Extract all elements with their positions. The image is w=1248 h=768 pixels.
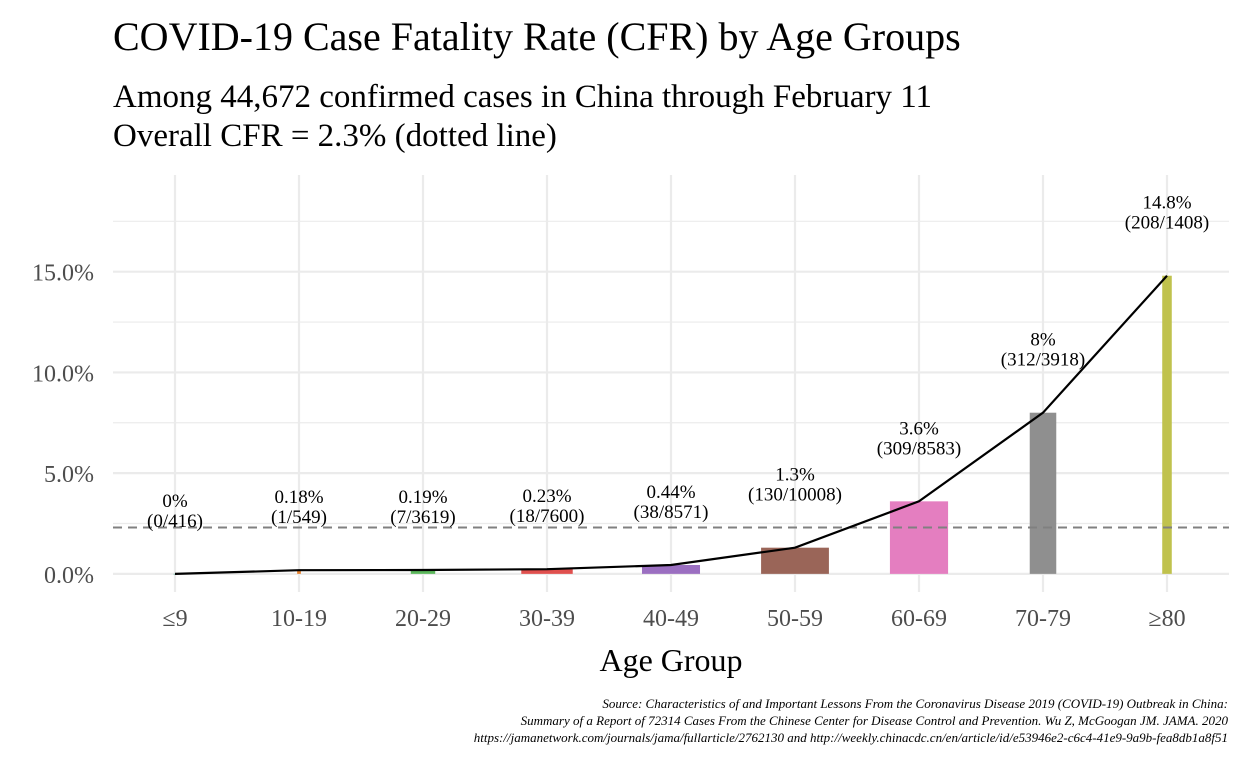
chart-subtitle-line-2: Overall CFR = 2.3% (dotted line) <box>113 118 557 154</box>
x-tick-label-3: 30-39 <box>519 606 575 632</box>
x-tick-label-4: 40-49 <box>643 606 699 632</box>
data-label-count-4: (38/8571) <box>634 502 709 523</box>
data-label-percent-5: 1.3% <box>775 465 815 486</box>
data-label-count-5: (130/10008) <box>748 485 842 506</box>
chart-subtitle-line-1: Among 44,672 confirmed cases in China th… <box>113 79 932 115</box>
y-tick-label-1: 5.0% <box>44 462 94 488</box>
bar-2 <box>410 570 436 574</box>
bar-1 <box>297 570 301 574</box>
data-label-percent-0: 0% <box>162 491 188 512</box>
data-labels: 0%(0/416)0.18%(1/549)0.19%(7/3619)0.23%(… <box>147 193 1209 532</box>
cfr-trend-polyline <box>174 274 1168 575</box>
bar-8 <box>1162 275 1172 574</box>
y-tick-label-3: 15.0% <box>32 261 94 287</box>
bars <box>173 275 1172 575</box>
x-axis-title: Age Group <box>599 642 742 678</box>
bar-3 <box>521 569 573 574</box>
source-caption-line-2: Summary of a Report of 72314 Cases From … <box>521 713 1229 728</box>
data-label-percent-3: 0.23% <box>522 486 571 507</box>
y-axis-tick-labels: 0.0% 5.0% 10.0% 15.0% <box>32 261 94 589</box>
data-label-percent-1: 0.18% <box>274 487 323 508</box>
x-tick-label-6: 60-69 <box>891 606 947 632</box>
y-tick-label-0: 0.0% <box>44 563 94 589</box>
data-label-percent-8: 14.8% <box>1142 193 1191 214</box>
data-label-count-1: (1/549) <box>271 507 327 528</box>
bar-5 <box>761 547 829 574</box>
data-label-count-8: (208/1408) <box>1125 213 1209 234</box>
data-label-count-3: (18/7600) <box>510 506 585 527</box>
x-tick-label-1: 10-19 <box>271 606 327 632</box>
data-label-count-6: (309/8583) <box>877 438 961 459</box>
x-tick-label-8: ≥80 <box>1148 606 1185 632</box>
data-label-percent-6: 3.6% <box>899 418 939 439</box>
y-tick-label-2: 10.0% <box>32 361 94 387</box>
bar-4 <box>641 565 701 574</box>
x-tick-label-0: ≤9 <box>162 606 187 632</box>
x-tick-label-7: 70-79 <box>1015 606 1071 632</box>
grid-lines <box>113 175 1229 592</box>
x-tick-label-5: 50-59 <box>767 606 823 632</box>
data-label-count-7: (312/3918) <box>1001 350 1085 371</box>
chart-title: COVID-19 Case Fatality Rate (CFR) by Age… <box>113 14 961 59</box>
x-tick-label-2: 20-29 <box>395 606 451 632</box>
data-label-percent-7: 8% <box>1030 330 1056 351</box>
source-caption-line-3: https://jamanetwork.com/journals/jama/fu… <box>474 730 1228 745</box>
data-label-percent-2: 0.19% <box>398 487 447 508</box>
data-label-count-2: (7/3619) <box>390 507 455 528</box>
x-axis-tick-labels: ≤9 10-19 20-29 30-39 40-49 50-59 60-69 70-79 ≥80 <box>162 606 1185 632</box>
bar-0 <box>173 573 177 575</box>
bar-6 <box>889 501 949 574</box>
source-caption-line-1: Source: Characteristics of and Important… <box>602 696 1228 711</box>
cfr-trend-line <box>174 274 1168 575</box>
data-label-count-0: (0/416) <box>147 511 203 532</box>
bar-7 <box>1029 412 1057 574</box>
data-label-percent-4: 0.44% <box>646 482 695 503</box>
